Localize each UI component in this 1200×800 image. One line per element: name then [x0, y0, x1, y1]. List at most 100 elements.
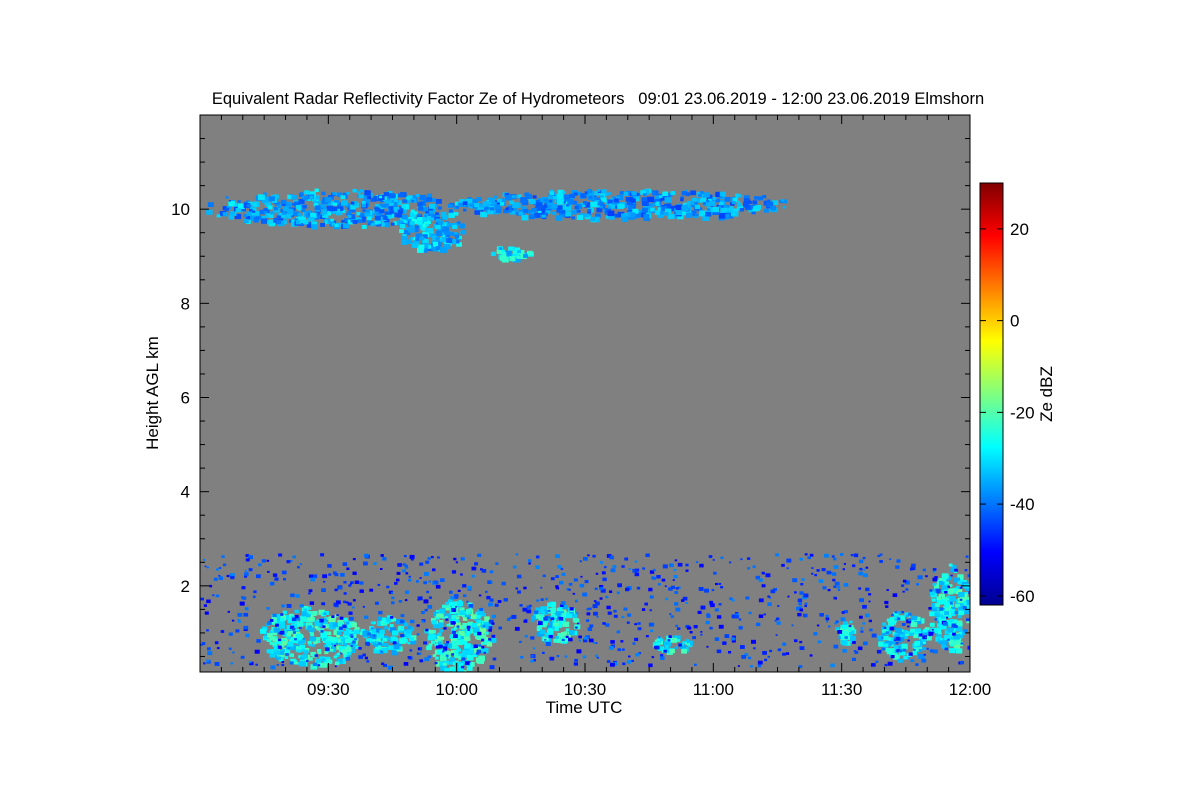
pixel-mark [321, 602, 326, 606]
pixel-mark [916, 620, 921, 625]
pixel-mark [348, 214, 356, 220]
pixel-mark [301, 639, 306, 644]
pixel-mark [712, 559, 715, 561]
pixel-mark [608, 214, 615, 220]
colorbar-tick-label: -60 [1010, 587, 1035, 606]
pixel-mark [362, 653, 366, 657]
pixel-mark [863, 568, 866, 571]
pixel-mark [432, 241, 438, 246]
pixel-mark [942, 640, 949, 646]
pixel-mark [691, 197, 697, 202]
pixel-mark [626, 660, 632, 664]
pixel-mark [278, 657, 284, 662]
pixel-mark [253, 203, 258, 207]
pixel-mark [302, 654, 308, 659]
pixel-mark [700, 197, 706, 202]
pixel-mark [243, 201, 247, 205]
pixel-mark [286, 624, 293, 630]
pixel-mark [963, 629, 968, 633]
pixel-mark [525, 193, 532, 200]
pixel-mark [693, 625, 698, 629]
pixel-mark [455, 205, 459, 209]
pixel-mark [610, 640, 615, 644]
pixel-mark [578, 639, 582, 642]
pixel-mark [419, 562, 424, 566]
pixel-mark [324, 650, 329, 655]
pixel-mark [374, 207, 381, 213]
pixel-mark [965, 606, 970, 610]
pixel-mark [926, 647, 929, 650]
pixel-mark [557, 194, 564, 200]
pixel-mark [340, 195, 346, 200]
pixel-mark [435, 212, 439, 216]
pixel-mark [517, 250, 522, 254]
pixel-mark [434, 643, 438, 647]
pixel-mark [558, 619, 566, 625]
pixel-mark [380, 568, 383, 570]
pixel-mark [556, 199, 564, 205]
pixel-mark [227, 610, 230, 613]
pixel-mark [859, 559, 864, 564]
pixel-mark [625, 197, 632, 202]
pixel-mark [528, 214, 535, 220]
pixel-mark [309, 636, 316, 642]
pixel-mark [450, 596, 455, 600]
pixel-mark [383, 642, 389, 647]
pixel-mark [931, 603, 939, 609]
pixel-mark [425, 223, 430, 227]
pixel-mark [766, 201, 774, 208]
pixel-mark [945, 607, 952, 613]
pixel-mark [403, 555, 407, 558]
pixel-mark [334, 223, 339, 228]
pixel-mark [249, 206, 254, 210]
pixel-mark [563, 194, 570, 200]
pixel-mark [791, 624, 794, 627]
pixel-mark [967, 574, 970, 578]
pixel-mark [333, 202, 338, 206]
pixel-mark [738, 194, 743, 198]
pixel-mark [718, 624, 724, 629]
pixel-mark [851, 657, 856, 661]
pixel-mark [350, 581, 354, 584]
pixel-mark [392, 641, 397, 645]
pixel-mark [948, 639, 955, 645]
pixel-mark [312, 611, 318, 616]
pixel-mark [246, 211, 253, 216]
pixel-mark [478, 644, 482, 647]
pixel-mark [670, 615, 674, 618]
pixel-mark [303, 622, 308, 626]
colorbar-tick-label: -40 [1010, 495, 1035, 514]
pixel-mark [681, 649, 687, 654]
pixel-mark [941, 615, 946, 619]
pixel-mark [391, 617, 396, 622]
pixel-mark [576, 649, 582, 654]
pixel-mark [436, 227, 444, 233]
pixel-mark [728, 651, 732, 654]
pixel-mark [859, 598, 864, 603]
pixel-mark [868, 619, 872, 623]
pixel-mark [593, 611, 598, 616]
pixel-mark [435, 213, 440, 217]
pixel-mark [540, 622, 547, 628]
pixel-mark [307, 640, 312, 645]
pixel-mark [621, 213, 626, 218]
pixel-mark [267, 621, 272, 625]
pixel-mark [904, 612, 910, 617]
pixel-mark [775, 617, 780, 621]
pixel-mark [442, 650, 445, 653]
pixel-mark [681, 211, 687, 216]
pixel-mark [925, 575, 928, 578]
pixel-mark [278, 638, 282, 642]
pixel-mark [218, 574, 221, 577]
pixel-mark [270, 211, 275, 215]
pixel-mark [383, 192, 389, 197]
pixel-mark [616, 630, 621, 634]
pixel-mark [587, 189, 592, 193]
pixel-mark [715, 198, 720, 202]
pixel-mark [837, 630, 843, 634]
pixel-mark [439, 608, 446, 614]
pixel-mark [918, 633, 923, 637]
pixel-mark [767, 595, 770, 598]
pixel-mark [852, 564, 856, 568]
